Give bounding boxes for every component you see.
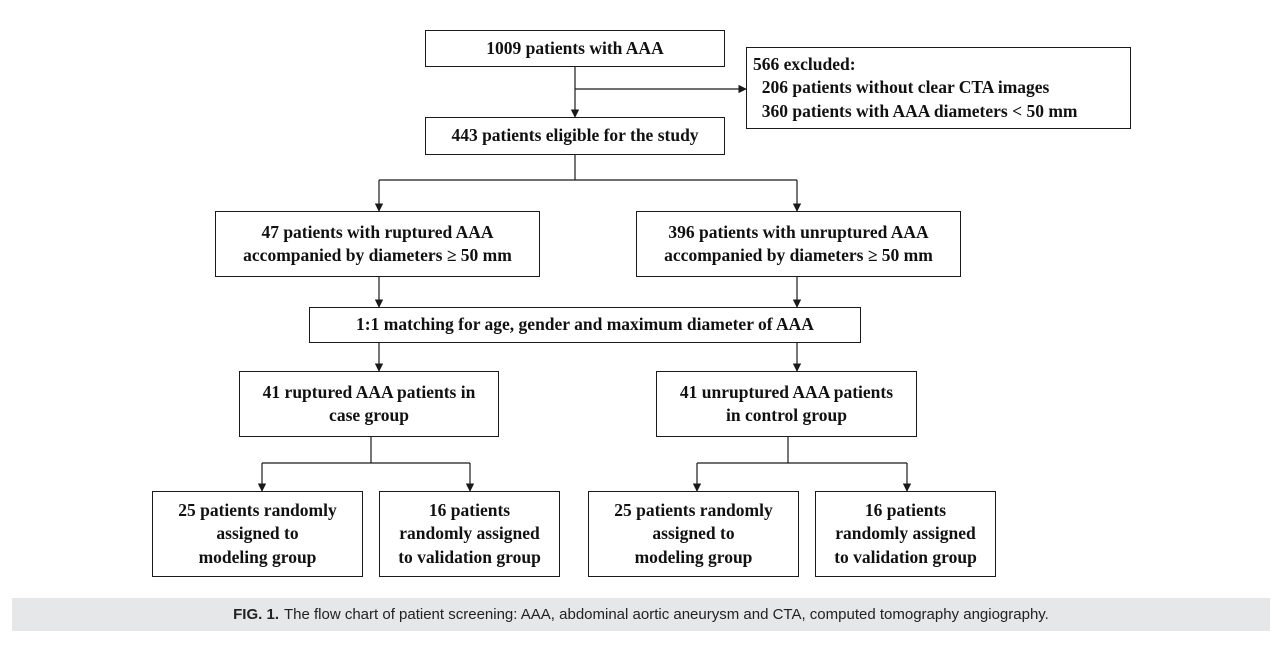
- node-line: 25 patients randomly: [614, 500, 773, 521]
- node-unruptured: 396 patients with unruptured AAA accompan…: [636, 211, 961, 277]
- node-line: to validation group: [398, 546, 541, 567]
- node-line: in control group: [726, 405, 847, 425]
- node-line: 25 patients randomly: [178, 500, 337, 521]
- node-line: modeling group: [198, 546, 317, 567]
- figure-caption: FIG. 1. The flow chart of patient screen…: [12, 598, 1270, 631]
- node-case-modeling: 25 patients randomly assigned to modeling …: [152, 491, 363, 577]
- node-line: 443 patients eligible for the study: [451, 125, 699, 146]
- node-line: 47 patients with ruptured AAA: [261, 221, 494, 242]
- node-line: 41 ruptured AAA patients in: [262, 381, 476, 402]
- node-line: 566 excluded:: [753, 54, 856, 75]
- node-line: 16 patients: [864, 500, 947, 521]
- node-line: 360 patients with AAA diameters < 50 mm: [753, 100, 1078, 121]
- node-line: 1:1 matching for age, gender and maximum…: [356, 314, 814, 335]
- node-line: randomly assigned: [399, 523, 540, 544]
- node-line: accompanied by diameters ≥ 50 mm: [243, 245, 512, 265]
- node-control-group: 41 unruptured AAA patients in control gro…: [656, 371, 917, 437]
- node-eligible: 443 patients eligible for the study: [425, 117, 725, 155]
- node-line: to validation group: [834, 546, 977, 567]
- node-line: 1009 patients with AAA: [486, 37, 664, 58]
- node-excluded: 566 excluded: 206 patients without clear…: [746, 47, 1131, 129]
- node-line: accompanied by diameters ≥ 50 mm: [664, 245, 933, 265]
- node-ruptured: 47 patients with ruptured AAA accompanied…: [215, 211, 540, 277]
- node-total: 1009 patients with AAA: [425, 30, 725, 67]
- connector-arrows: [257, 67, 912, 492]
- caption-label: FIG. 1.: [233, 606, 279, 623]
- node-control-validation: 16 patients randomly assigned to validatio…: [815, 491, 996, 577]
- node-line: assigned to: [652, 523, 735, 544]
- node-line: 16 patients: [428, 500, 511, 521]
- node-line: 41 unruptured AAA patients: [679, 381, 894, 402]
- node-matching: 1:1 matching for age, gender and maximum…: [309, 307, 861, 343]
- node-line: randomly assigned: [835, 523, 976, 544]
- node-line: 396 patients with unruptured AAA: [668, 221, 929, 242]
- node-line: assigned to: [216, 523, 299, 544]
- node-control-modeling: 25 patients randomly assigned to modeling …: [588, 491, 799, 577]
- node-line: 206 patients without clear CTA images: [753, 77, 1050, 98]
- node-case-group: 41 ruptured AAA patients in case group: [239, 371, 499, 437]
- node-line: modeling group: [634, 546, 753, 567]
- caption-text: The flow chart of patient screening: AAA…: [283, 606, 1049, 623]
- node-case-validation: 16 patients randomly assigned to validatio…: [379, 491, 560, 577]
- node-line: case group: [329, 405, 409, 425]
